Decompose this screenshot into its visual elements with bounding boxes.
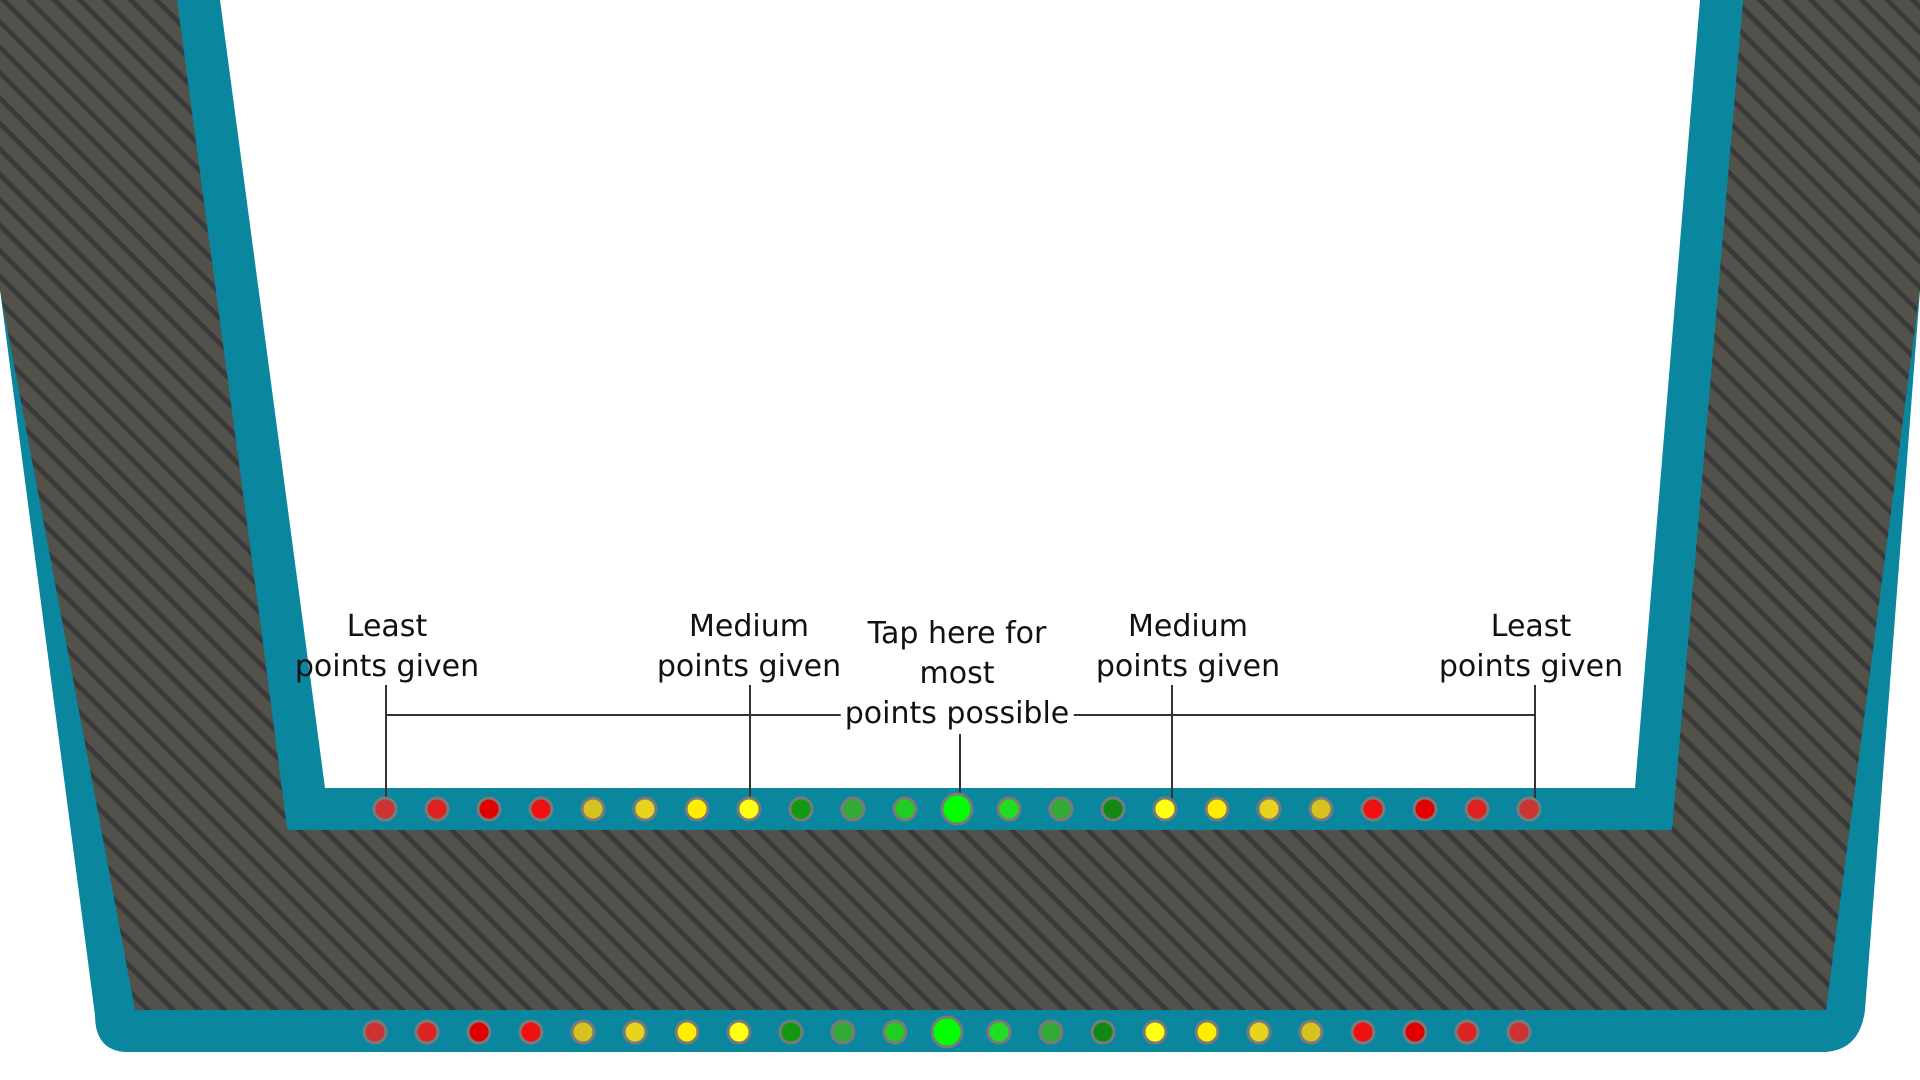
- center-target-dot[interactable]: [930, 1015, 964, 1049]
- target-dot[interactable]: [362, 1019, 388, 1045]
- target-dot[interactable]: [1038, 1019, 1064, 1045]
- target-dot[interactable]: [424, 796, 450, 822]
- target-dot[interactable]: [788, 796, 814, 822]
- target-dot[interactable]: [1298, 1019, 1324, 1045]
- target-dot[interactable]: [1090, 1019, 1116, 1045]
- target-dot[interactable]: [580, 796, 606, 822]
- target-dot[interactable]: [684, 796, 710, 822]
- lower-target-row: [362, 1015, 1532, 1049]
- target-dot[interactable]: [830, 1019, 856, 1045]
- target-dot[interactable]: [414, 1019, 440, 1045]
- target-dot[interactable]: [1308, 796, 1334, 822]
- target-dot[interactable]: [1256, 796, 1282, 822]
- target-dot[interactable]: [518, 1019, 544, 1045]
- target-dot[interactable]: [570, 1019, 596, 1045]
- target-dot[interactable]: [1100, 796, 1126, 822]
- target-dot[interactable]: [1152, 796, 1178, 822]
- target-dot[interactable]: [1204, 796, 1230, 822]
- target-dot[interactable]: [736, 796, 762, 822]
- target-dot[interactable]: [674, 1019, 700, 1045]
- target-dot[interactable]: [372, 796, 398, 822]
- target-dot[interactable]: [1246, 1019, 1272, 1045]
- target-dot[interactable]: [1048, 796, 1074, 822]
- target-dot[interactable]: [892, 796, 918, 822]
- target-dot[interactable]: [778, 1019, 804, 1045]
- target-dot[interactable]: [1142, 1019, 1168, 1045]
- target-dot[interactable]: [986, 1019, 1012, 1045]
- target-dot[interactable]: [466, 1019, 492, 1045]
- target-dot[interactable]: [632, 796, 658, 822]
- center-target-dot[interactable]: [940, 792, 974, 826]
- target-dot[interactable]: [622, 1019, 648, 1045]
- target-dot[interactable]: [1464, 796, 1490, 822]
- screen-area: [220, 0, 1700, 788]
- target-dot[interactable]: [1506, 1019, 1532, 1045]
- target-dot[interactable]: [1350, 1019, 1376, 1045]
- target-dot[interactable]: [996, 796, 1022, 822]
- target-dot[interactable]: [726, 1019, 752, 1045]
- target-dot[interactable]: [1454, 1019, 1480, 1045]
- target-dot[interactable]: [1516, 796, 1542, 822]
- target-dot[interactable]: [1360, 796, 1386, 822]
- upper-target-row: [372, 792, 1542, 826]
- target-dot[interactable]: [1402, 1019, 1428, 1045]
- target-dot[interactable]: [840, 796, 866, 822]
- target-dot[interactable]: [1412, 796, 1438, 822]
- target-dot[interactable]: [528, 796, 554, 822]
- target-dot[interactable]: [476, 796, 502, 822]
- target-dot[interactable]: [882, 1019, 908, 1045]
- target-dot[interactable]: [1194, 1019, 1220, 1045]
